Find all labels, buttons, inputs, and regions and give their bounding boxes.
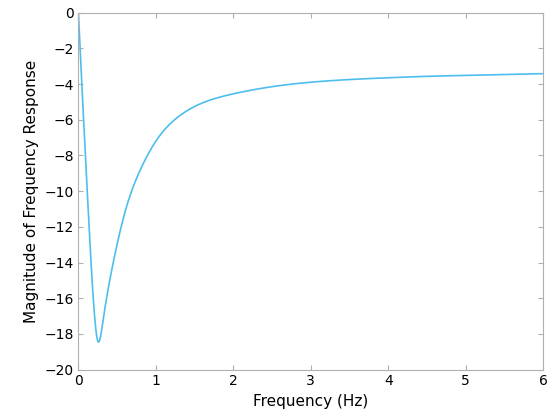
- X-axis label: Frequency (Hz): Frequency (Hz): [253, 394, 368, 409]
- Y-axis label: Magnitude of Frequency Response: Magnitude of Frequency Response: [24, 60, 39, 323]
